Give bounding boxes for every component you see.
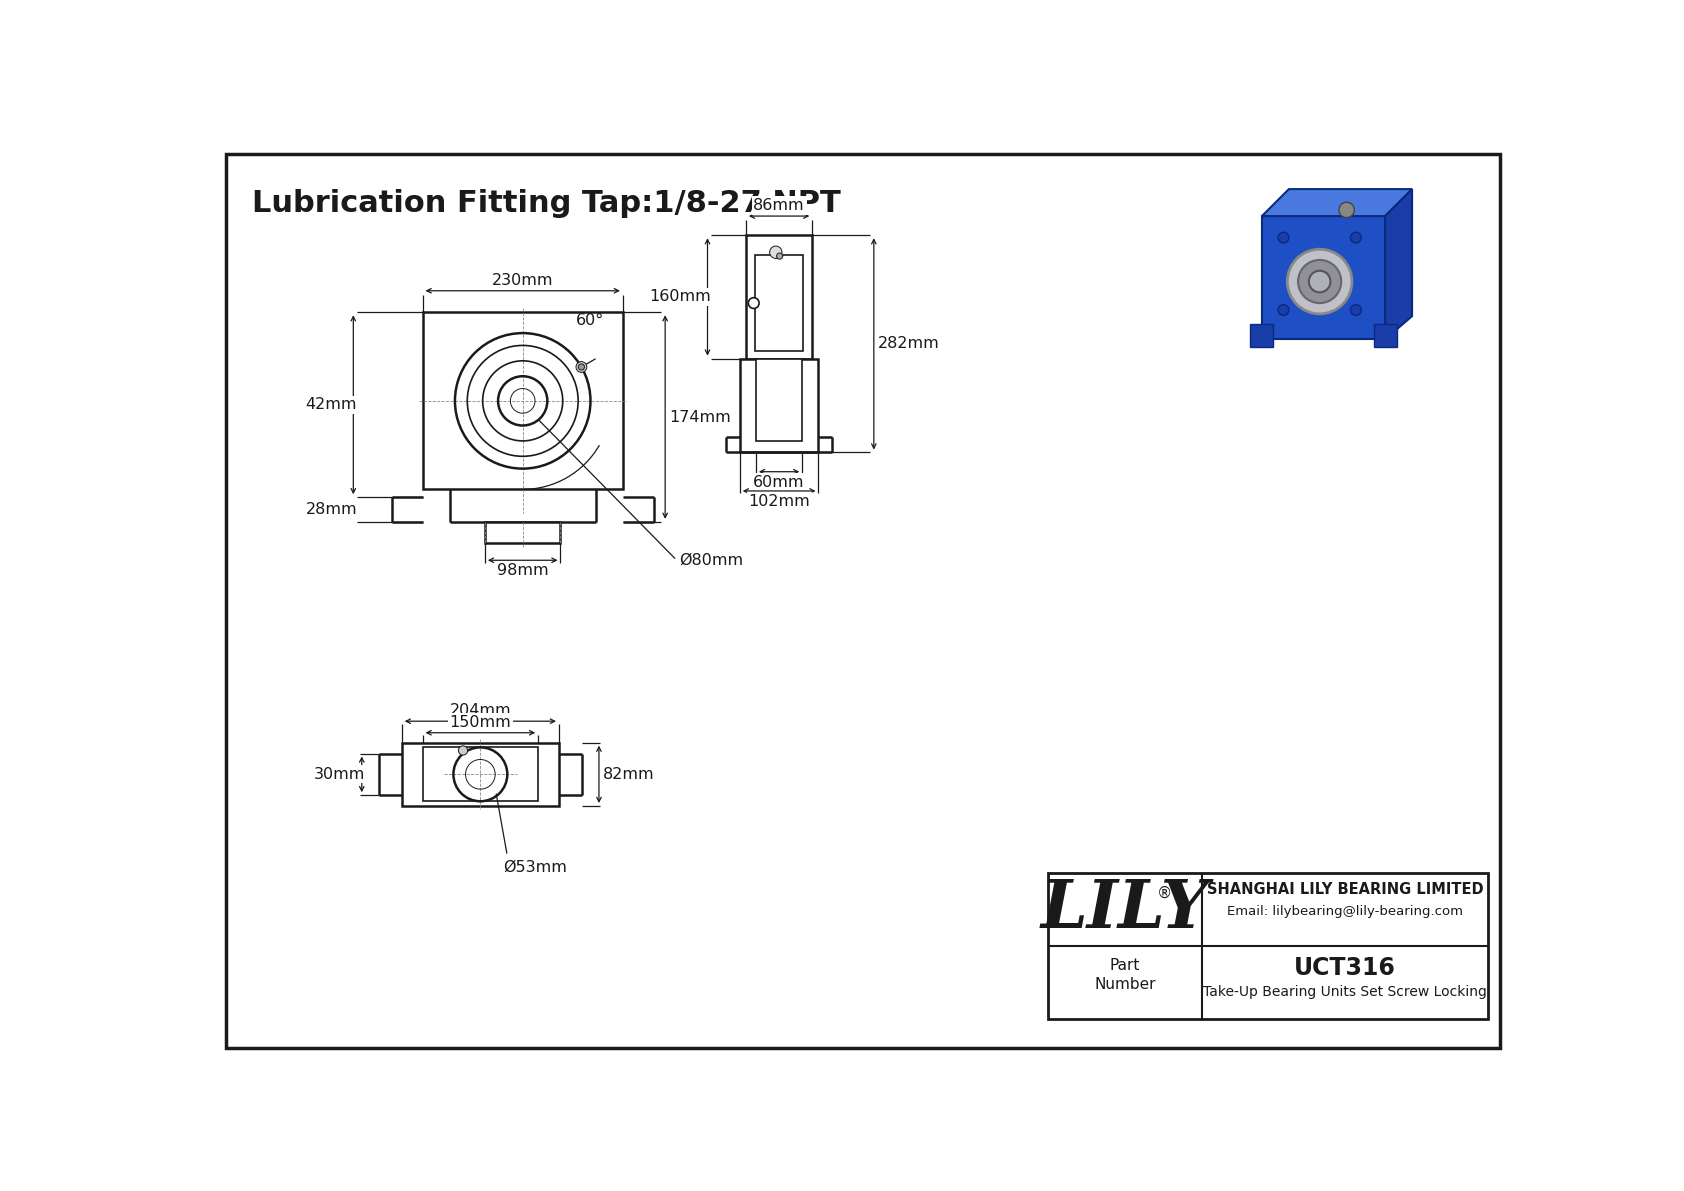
Text: 30mm: 30mm [315,767,365,781]
Bar [423,748,539,802]
Text: Part: Part [1110,958,1140,973]
Circle shape [1351,305,1361,316]
Circle shape [1339,202,1354,218]
Bar [746,236,812,358]
Circle shape [1287,249,1352,314]
Circle shape [576,362,586,373]
Text: Email: lilybearing@lily-bearing.com: Email: lilybearing@lily-bearing.com [1228,905,1463,918]
Polygon shape [1386,189,1413,339]
Text: Number: Number [1095,977,1155,992]
Bar [1047,873,1489,1019]
Bar [485,522,561,543]
Bar [423,312,623,490]
Text: Lubrication Fitting Tap:1/8-27 NPT: Lubrication Fitting Tap:1/8-27 NPT [251,189,840,218]
Circle shape [1278,232,1288,243]
Text: Ø80mm: Ø80mm [679,553,743,568]
Polygon shape [1261,216,1386,339]
Bar [756,358,802,441]
Text: 204mm: 204mm [450,703,512,718]
Text: UCT316: UCT316 [1293,955,1396,979]
Circle shape [1298,260,1340,303]
Text: 230mm: 230mm [492,273,554,288]
Text: 60mm: 60mm [753,475,805,490]
Circle shape [770,247,781,258]
Text: 60°: 60° [576,313,605,328]
Text: 282mm: 282mm [877,336,940,351]
Bar [402,743,559,806]
Text: 102mm: 102mm [748,494,810,509]
Bar [754,255,803,351]
Circle shape [578,364,584,370]
Text: Ø53mm: Ø53mm [504,860,568,875]
Text: 28mm: 28mm [305,501,357,517]
Text: 98mm: 98mm [497,563,549,579]
Text: ®: ® [1157,886,1172,902]
Text: Take-Up Bearing Units Set Screw Locking: Take-Up Bearing Units Set Screw Locking [1202,985,1487,999]
Text: 42mm: 42mm [306,398,357,412]
Text: 82mm: 82mm [603,767,655,781]
Bar [739,358,818,453]
Polygon shape [1261,189,1413,216]
Bar [1374,324,1396,347]
Text: 86mm: 86mm [753,198,805,213]
Text: LILY: LILY [1041,877,1209,942]
Circle shape [1278,305,1288,316]
Text: 160mm: 160mm [650,289,711,305]
Text: 150mm: 150mm [450,715,512,730]
Circle shape [748,298,759,308]
Bar [1250,324,1273,347]
Circle shape [1308,270,1330,292]
Circle shape [776,252,783,260]
Circle shape [458,746,468,755]
Text: 174mm: 174mm [669,410,731,424]
Text: SHANGHAI LILY BEARING LIMITED: SHANGHAI LILY BEARING LIMITED [1207,883,1484,897]
Circle shape [1351,232,1361,243]
